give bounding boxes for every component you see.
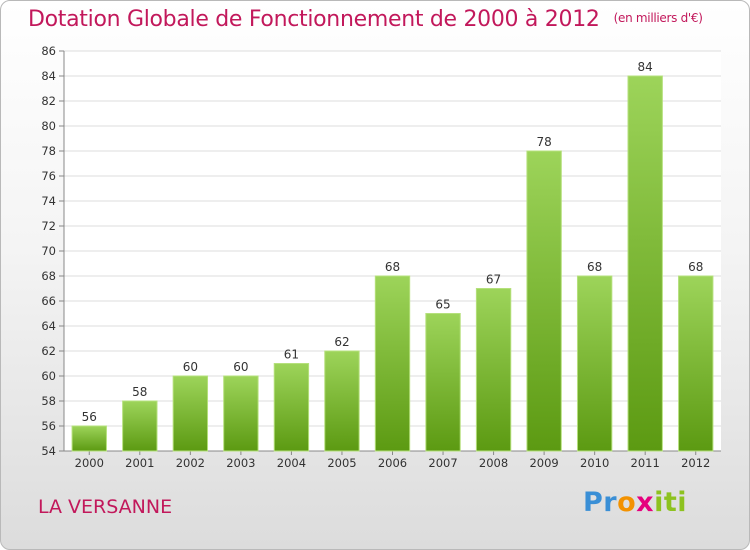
x-tick-label: 2010: [580, 456, 609, 470]
bar: [425, 313, 461, 451]
bar: [476, 288, 511, 451]
y-tick-label: 76: [41, 169, 56, 183]
bar: [274, 363, 309, 451]
commune-name: LA VERSANNE: [38, 496, 173, 518]
data-label: 68: [688, 260, 703, 274]
bar-outline: [71, 425, 107, 452]
x-tick-label: 2012: [681, 456, 710, 470]
proxiti-logo[interactable]: Proxiti: [583, 487, 687, 518]
bar: [122, 401, 157, 451]
y-tick-label: 56: [41, 419, 56, 433]
bar-outline: [374, 275, 411, 452]
y-tick-label: 78: [41, 144, 56, 158]
data-label: 84: [638, 60, 653, 74]
data-label: 56: [82, 410, 97, 424]
data-label: 68: [385, 260, 400, 274]
y-tick-label: 54: [41, 444, 56, 458]
bar-outline: [425, 313, 461, 452]
data-label: 60: [183, 360, 198, 374]
bar-outline: [273, 363, 310, 452]
bar: [173, 376, 208, 451]
data-label: 65: [435, 298, 450, 312]
x-tick-label: 2003: [226, 456, 255, 470]
bar: [223, 376, 259, 451]
y-tick-label: 80: [41, 119, 56, 133]
x-tick-label: 2000: [75, 456, 104, 470]
data-label: 68: [587, 260, 602, 274]
y-tick-label: 62: [41, 344, 56, 358]
bars: [71, 75, 714, 452]
y-tick-label: 60: [41, 369, 56, 383]
bar: [577, 276, 612, 451]
data-label: 60: [233, 360, 248, 374]
x-tick-label: 2001: [125, 456, 154, 470]
y-tick-label: 82: [41, 94, 56, 108]
y-tick-label: 58: [41, 394, 56, 408]
data-label: 58: [132, 385, 147, 399]
bar-outline: [627, 75, 663, 452]
bar: [324, 351, 360, 451]
bar-outline: [223, 375, 259, 452]
bar: [628, 76, 663, 451]
y-tick-label: 86: [41, 44, 56, 58]
x-tick-label: 2006: [378, 456, 407, 470]
data-label: 78: [536, 135, 551, 149]
chart-title: Dotation Globale de Fonctionnement de 20…: [28, 7, 703, 32]
data-label: 61: [284, 348, 299, 362]
x-tick-label: 2008: [479, 456, 508, 470]
y-tick-label: 84: [41, 69, 56, 83]
data-label: 67: [486, 273, 501, 287]
logo-part-2: o: [617, 487, 637, 518]
y-tick-label: 68: [41, 269, 56, 283]
y-tick-label: 64: [41, 319, 56, 333]
x-tick-label: 2004: [277, 456, 306, 470]
x-tick-label: 2011: [631, 456, 660, 470]
logo-part-4: iti: [654, 487, 688, 518]
y-tick-label: 66: [41, 294, 56, 308]
bar-outline: [172, 375, 209, 452]
bar: [375, 276, 410, 451]
x-tick-label: 2007: [428, 456, 457, 470]
x-tick-label: 2009: [529, 456, 558, 470]
bar-outline: [324, 350, 360, 452]
y-tick-label: 72: [41, 219, 56, 233]
y-tick-label: 70: [41, 244, 56, 258]
y-tick-label: 74: [41, 194, 56, 208]
bar: [526, 151, 562, 451]
title-text: Dotation Globale de Fonctionnement de 20…: [28, 7, 600, 32]
unit-label: (en milliers d'€): [613, 11, 703, 25]
bar-outline: [526, 150, 562, 452]
data-label: 62: [334, 335, 349, 349]
x-tick-label: 2005: [327, 456, 356, 470]
bar-outline: [678, 275, 714, 452]
bar: [72, 426, 107, 451]
logo-part-3: x: [636, 487, 655, 518]
logo-part-1: Pr: [583, 487, 618, 518]
labels: 2000 56 2001 58 2002 60 2003 60 2004 61 2005 62 2006…: [75, 60, 711, 470]
bar-outline: [475, 288, 512, 452]
bar: [678, 276, 713, 451]
bar-outline: [576, 275, 613, 452]
x-tick-label: 2002: [176, 456, 205, 470]
bar-outline: [122, 400, 158, 452]
